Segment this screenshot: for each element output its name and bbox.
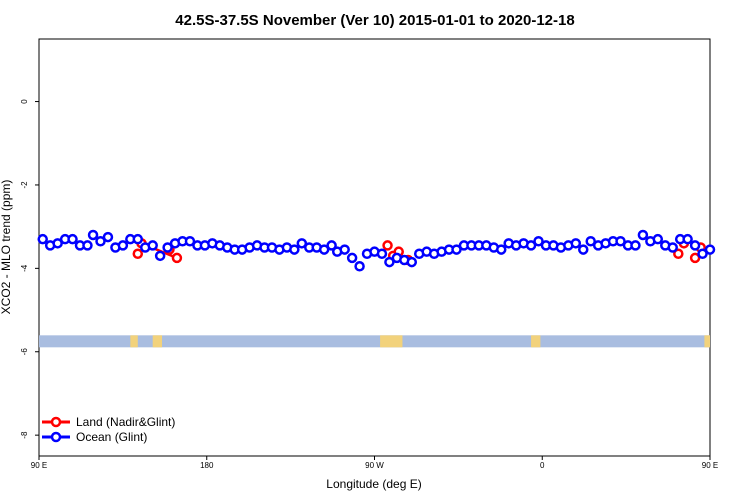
y-axis-label: XCO2 - MLO trend (ppm) — [0, 180, 13, 315]
y-tick-label: 0 — [20, 99, 29, 104]
data-point — [673, 248, 684, 260]
data-point — [697, 248, 708, 260]
data-point — [102, 231, 114, 243]
data-point — [652, 233, 664, 245]
data-point — [132, 233, 144, 245]
land-segment — [380, 335, 403, 348]
data-point — [689, 252, 701, 264]
x-tick-label: 180 — [200, 461, 214, 470]
data-point — [318, 244, 330, 255]
data-point — [704, 244, 716, 255]
legend: Land (Nadir&Glint) Ocean (Glint) — [42, 415, 175, 444]
data-point — [533, 235, 544, 247]
x-tick-label: 90 E — [702, 461, 718, 470]
data-point — [326, 240, 337, 251]
data-point — [87, 229, 99, 241]
data-point — [630, 240, 641, 251]
legend-ocean-label: Ocean (Glint) — [76, 430, 147, 444]
data-point — [406, 256, 418, 268]
x-tick-label: 90 W — [365, 461, 384, 470]
data-point — [296, 238, 308, 249]
data-point — [154, 250, 166, 262]
data-point — [578, 244, 589, 255]
land-ocean-strip — [39, 335, 710, 348]
land-segment — [704, 335, 710, 348]
data-point — [525, 240, 537, 251]
y-tick-label: -2 — [20, 181, 29, 189]
data-point — [95, 235, 106, 247]
y-tick-label: -6 — [20, 348, 29, 356]
data-point — [354, 261, 365, 272]
data-point — [184, 235, 196, 247]
ocean-strip — [39, 335, 710, 348]
data-series — [37, 229, 716, 272]
data-point — [451, 244, 462, 255]
x-tick-label: 90 E — [31, 461, 47, 470]
land-segment — [152, 335, 163, 348]
legend-land-label: Land (Nadir&Glint) — [76, 415, 175, 429]
y-tick-label: -4 — [20, 264, 29, 272]
data-point — [495, 244, 507, 255]
data-point — [132, 248, 144, 260]
data-point — [637, 229, 649, 241]
data-point — [384, 256, 395, 268]
data-point — [339, 244, 350, 255]
data-point — [147, 240, 158, 251]
data-point — [289, 244, 300, 255]
data-point — [382, 240, 393, 251]
data-point — [171, 252, 183, 264]
y-axis-ticks: 0 -2 -4 -6 -8 — [20, 99, 39, 439]
data-point — [346, 252, 358, 264]
data-point — [82, 240, 93, 251]
data-point — [37, 233, 48, 245]
chart-title: 42.5S-37.5S November (Ver 10) 2015-01-01… — [175, 12, 574, 29]
y-tick-label: -8 — [20, 431, 29, 439]
data-point — [67, 233, 78, 245]
x-tick-label: 0 — [540, 461, 545, 470]
data-point — [117, 240, 129, 251]
series-ocean — [37, 229, 716, 272]
x-axis-label: Longitude (deg E) — [326, 477, 421, 491]
data-point — [682, 233, 693, 245]
data-point — [570, 238, 582, 249]
data-point — [585, 235, 596, 247]
data-point — [667, 242, 678, 253]
legend-land-marker — [50, 416, 62, 428]
land-segment — [130, 335, 138, 348]
data-point — [162, 242, 173, 253]
land-segment — [531, 335, 541, 348]
data-point — [52, 238, 63, 249]
data-point — [615, 235, 626, 247]
data-point — [689, 240, 701, 251]
data-point — [376, 248, 388, 260]
legend-ocean-marker — [50, 431, 62, 443]
